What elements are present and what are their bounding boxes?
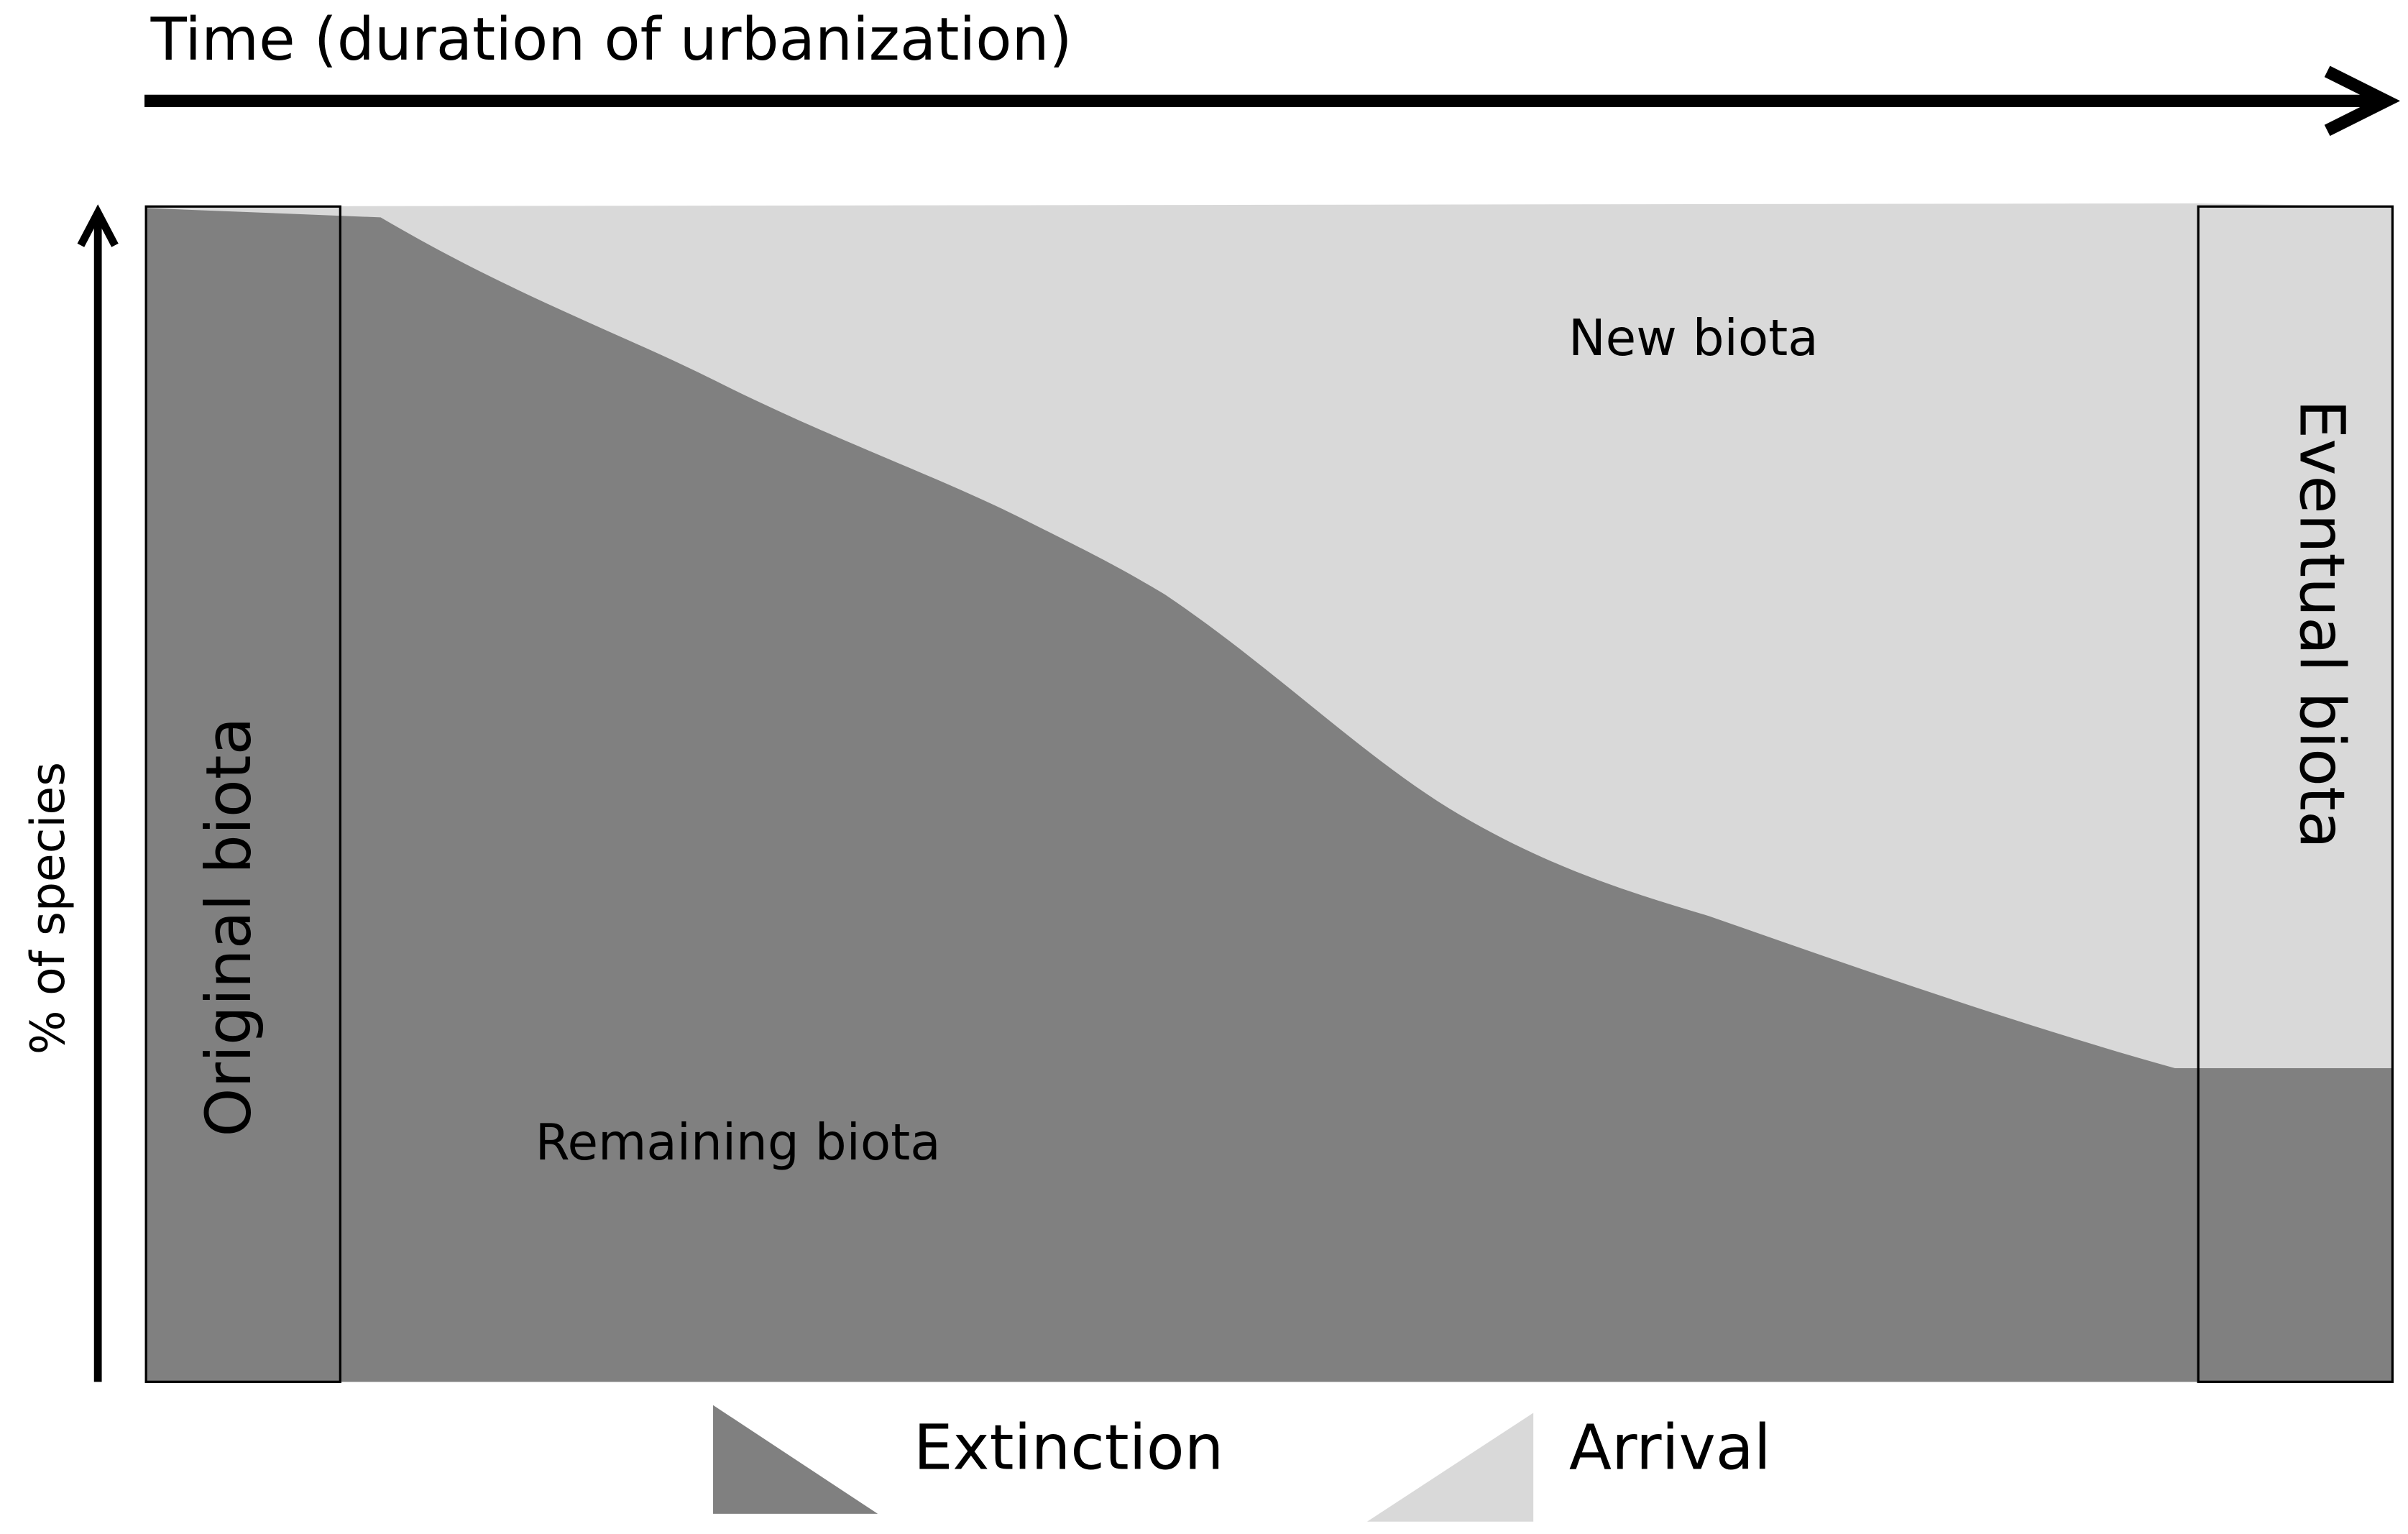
- remaining-biota-area: [146, 208, 2393, 1382]
- original-biota-label: Original biota: [193, 717, 265, 1136]
- arrival-swatch: [1366, 1413, 1534, 1522]
- original-biota-box: [144, 205, 341, 1383]
- extinction-legend-label: Extinction: [914, 1412, 1224, 1484]
- extinction-swatch: [713, 1405, 878, 1514]
- new-biota-label: New biota: [1568, 310, 1819, 367]
- time-axis-label: Time (duration of urbanization): [150, 6, 1072, 74]
- time-arrowhead: [2324, 65, 2401, 137]
- eventual-biota-box: [2197, 205, 2394, 1383]
- eventual-biota-label: Eventual biota: [2286, 400, 2358, 849]
- arrival-legend-label: Arrival: [1569, 1412, 1771, 1484]
- species-axis-label: % of species: [22, 762, 75, 1055]
- species-arrowhead: [77, 204, 119, 247]
- remaining-biota-label: Remaining biota: [536, 1114, 941, 1172]
